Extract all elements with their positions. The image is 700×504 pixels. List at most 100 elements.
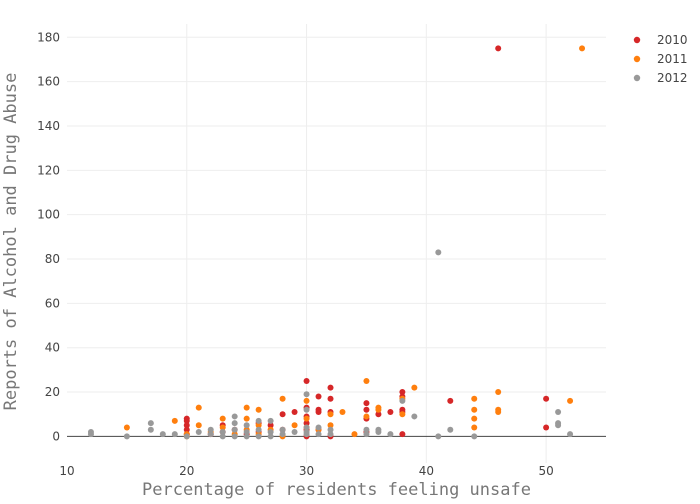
data-point-2010[interactable] xyxy=(183,417,190,424)
data-point-2012[interactable] xyxy=(375,428,382,435)
data-point-2012[interactable] xyxy=(243,422,250,429)
data-point-2012[interactable] xyxy=(411,413,418,420)
data-point-2012[interactable] xyxy=(555,409,562,416)
data-point-2012[interactable] xyxy=(231,426,238,433)
data-point-2010[interactable] xyxy=(291,409,298,416)
data-point-2012[interactable] xyxy=(303,424,310,431)
data-point-2012[interactable] xyxy=(219,433,226,440)
data-point-2012[interactable] xyxy=(435,433,442,440)
data-point-2011[interactable] xyxy=(123,424,130,431)
data-point-2012[interactable] xyxy=(315,431,322,438)
data-point-2012[interactable] xyxy=(255,433,262,440)
data-point-2011[interactable] xyxy=(351,431,358,438)
data-point-2010[interactable] xyxy=(303,420,310,427)
data-point-2012[interactable] xyxy=(159,431,166,438)
data-point-2012[interactable] xyxy=(363,431,370,438)
data-point-2012[interactable] xyxy=(123,433,130,440)
data-point-2011[interactable] xyxy=(471,395,478,402)
data-point-2011[interactable] xyxy=(255,422,262,429)
data-point-2011[interactable] xyxy=(291,422,298,429)
data-point-2011[interactable] xyxy=(339,409,346,416)
data-point-2011[interactable] xyxy=(303,397,310,404)
data-point-2012[interactable] xyxy=(87,431,94,438)
data-point-2010[interactable] xyxy=(279,411,286,418)
data-point-2011[interactable] xyxy=(327,411,334,418)
data-point-2012[interactable] xyxy=(555,422,562,429)
data-point-2011[interactable] xyxy=(219,415,226,422)
data-point-2011[interactable] xyxy=(399,411,406,418)
data-point-2012[interactable] xyxy=(171,431,178,438)
data-point-2012[interactable] xyxy=(147,426,154,433)
data-point-2012[interactable] xyxy=(219,428,226,435)
data-point-2012[interactable] xyxy=(303,431,310,438)
legend-item-2010[interactable]: 2010 xyxy=(633,33,688,47)
data-point-2010[interactable] xyxy=(183,426,190,433)
data-point-2012[interactable] xyxy=(471,433,478,440)
data-point-2011[interactable] xyxy=(579,45,586,52)
data-point-2010[interactable] xyxy=(327,395,334,402)
data-point-2011[interactable] xyxy=(171,417,178,424)
data-point-2010[interactable] xyxy=(327,384,334,391)
data-point-2012[interactable] xyxy=(183,433,190,440)
data-point-2012[interactable] xyxy=(267,433,274,440)
data-point-2012[interactable] xyxy=(147,420,154,427)
data-point-2011[interactable] xyxy=(243,415,250,422)
data-point-2012[interactable] xyxy=(255,426,262,433)
data-point-2012[interactable] xyxy=(567,431,574,438)
data-point-2012[interactable] xyxy=(447,426,454,433)
data-point-2010[interactable] xyxy=(399,431,406,438)
data-point-2010[interactable] xyxy=(315,393,322,400)
data-point-2010[interactable] xyxy=(543,424,550,431)
data-point-2012[interactable] xyxy=(363,426,370,433)
data-point-2012[interactable] xyxy=(255,417,262,424)
data-point-2011[interactable] xyxy=(567,397,574,404)
data-point-2011[interactable] xyxy=(471,406,478,413)
data-point-2012[interactable] xyxy=(231,413,238,420)
data-point-2010[interactable] xyxy=(363,406,370,413)
data-point-2011[interactable] xyxy=(279,395,286,402)
data-point-2012[interactable] xyxy=(303,391,310,398)
data-point-2012[interactable] xyxy=(315,424,322,431)
data-point-2012[interactable] xyxy=(387,431,394,438)
data-point-2011[interactable] xyxy=(363,377,370,384)
data-point-2012[interactable] xyxy=(243,433,250,440)
data-point-2012[interactable] xyxy=(207,426,214,433)
data-point-2012[interactable] xyxy=(327,426,334,433)
data-point-2011[interactable] xyxy=(375,406,382,413)
data-point-2010[interactable] xyxy=(375,411,382,418)
data-point-2011[interactable] xyxy=(195,422,202,429)
data-point-2011[interactable] xyxy=(243,404,250,411)
legend[interactable]: 2010 2011 2012 xyxy=(633,33,688,85)
data-point-2012[interactable] xyxy=(279,431,286,438)
data-point-2010[interactable] xyxy=(183,422,190,429)
data-point-2012[interactable] xyxy=(231,420,238,427)
data-point-2010[interactable] xyxy=(267,422,274,429)
data-point-2011[interactable] xyxy=(195,404,202,411)
data-point-2010[interactable] xyxy=(543,395,550,402)
data-point-2012[interactable] xyxy=(303,406,310,413)
legend-item-2012[interactable]: 2012 xyxy=(633,71,688,85)
data-point-2010[interactable] xyxy=(387,409,394,416)
data-point-2012[interactable] xyxy=(195,428,202,435)
data-point-2010[interactable] xyxy=(315,409,322,416)
data-point-2010[interactable] xyxy=(447,397,454,404)
data-point-2011[interactable] xyxy=(363,413,370,420)
data-point-2010[interactable] xyxy=(363,400,370,407)
data-point-2010[interactable] xyxy=(303,377,310,384)
data-point-2011[interactable] xyxy=(219,424,226,431)
data-point-2010[interactable] xyxy=(399,389,406,396)
data-point-2012[interactable] xyxy=(231,433,238,440)
legend-item-2011[interactable]: 2011 xyxy=(633,52,688,66)
data-point-2012[interactable] xyxy=(399,397,406,404)
data-point-2012[interactable] xyxy=(267,428,274,435)
data-point-2011[interactable] xyxy=(255,406,262,413)
data-point-2012[interactable] xyxy=(267,417,274,424)
data-point-2010[interactable] xyxy=(495,45,502,52)
data-point-2011[interactable] xyxy=(471,424,478,431)
data-point-2011[interactable] xyxy=(303,415,310,422)
data-point-2012[interactable] xyxy=(243,428,250,435)
data-point-2011[interactable] xyxy=(495,389,502,396)
data-point-2012[interactable] xyxy=(207,431,214,438)
data-point-2011[interactable] xyxy=(411,384,418,391)
data-point-2012[interactable] xyxy=(279,426,286,433)
